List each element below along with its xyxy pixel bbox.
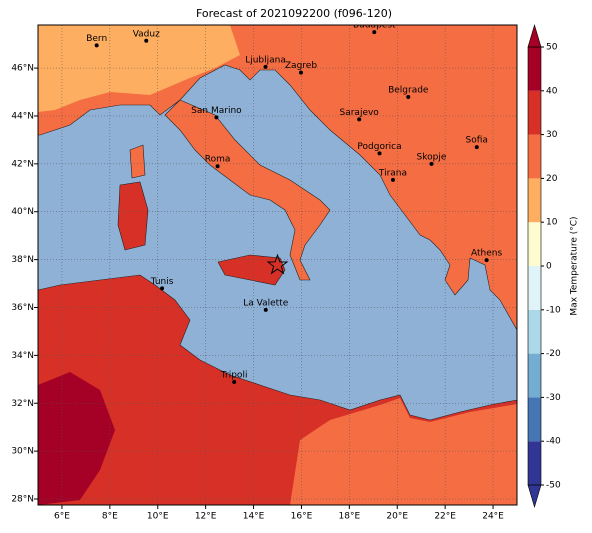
city-label: Podgorica [357, 142, 401, 152]
colorbar-tick-label: -40 [546, 437, 561, 447]
colorbar-tick-label: 40 [546, 86, 558, 96]
city-label: Budapest [353, 21, 396, 31]
x-tick-label: 22°E [434, 512, 456, 522]
y-tick-label: 28°N [11, 495, 34, 505]
x-tick-label: 8°E [102, 512, 118, 522]
city-dot [263, 64, 268, 69]
city-dot [390, 177, 395, 182]
city-label: Sofia [466, 136, 488, 146]
colorbar-tick-label: 20 [546, 174, 558, 184]
colorbar-band [528, 397, 541, 442]
city-label: Tirana [378, 168, 407, 178]
y-tick-label: 36°N [11, 303, 34, 313]
colorbar-band [528, 309, 541, 354]
colorbar-band [528, 222, 541, 266]
x-tick-label: 6°E [54, 512, 70, 522]
alps-patch [38, 25, 240, 112]
city-label: La Valette [243, 298, 288, 308]
corsica [129, 144, 146, 179]
city-dot [232, 379, 237, 384]
europe-land [38, 25, 517, 331]
city-label: Athens [471, 249, 502, 259]
y-tick-label: 32°N [11, 399, 34, 409]
colorbar-tick-label: -10 [546, 305, 561, 315]
city-label: Belgrade [388, 86, 429, 96]
city-dot [214, 115, 219, 120]
y-tick-label: 40°N [11, 207, 34, 217]
y-tick-label: 44°N [11, 111, 34, 121]
city-label: Vaduz [133, 29, 160, 39]
colorbar-band [528, 353, 541, 398]
colorbar-tick-label: -30 [546, 393, 561, 403]
city-label: Zagreb [285, 61, 317, 71]
city-dot [94, 43, 99, 48]
city-dot [357, 117, 362, 122]
colorbar-band [528, 47, 541, 91]
italy [164, 99, 331, 281]
city-label: Skopje [417, 152, 447, 162]
city-dot [263, 307, 268, 312]
colorbar-tick-label: -20 [546, 349, 561, 359]
colorbar: -50 -40 -30 -20 -10 0 10 20 30 40 50 [527, 23, 561, 509]
city-dot [406, 95, 411, 100]
colorbar-tick-label: 10 [546, 218, 558, 228]
city-dot [484, 258, 489, 263]
location-marker [266, 253, 289, 275]
y-tick-label: 46°N [11, 64, 34, 74]
africa-warm-patch [290, 398, 517, 505]
colorbar-tick-label: 30 [546, 130, 558, 140]
city-label: Bern [86, 34, 107, 44]
city-label: San Marino [191, 106, 242, 116]
colorbar-band [528, 441, 541, 485]
city-label: Tunis [150, 277, 174, 287]
x-tick-label: 18°E [339, 512, 361, 522]
x-tick-label: 24°E [482, 512, 504, 522]
colorbar-tick-label: -50 [546, 481, 561, 491]
colorbar-band [528, 178, 541, 223]
y-tick-label: 42°N [11, 159, 34, 169]
map-frame [37, 24, 518, 506]
city-dot [377, 151, 382, 156]
colorbar-extend-bottom [527, 484, 542, 509]
y-tick-label: 34°N [11, 351, 34, 361]
city-label: Ljubljana [245, 55, 286, 65]
x-tick-label: 14°E [243, 512, 265, 522]
colorbar-band [528, 90, 541, 135]
city-dot [144, 38, 149, 43]
sardinia [117, 181, 149, 251]
map-title: Forecast of 2021092200 (f096-120) [196, 7, 392, 20]
colorbar-band [528, 266, 541, 310]
city-dot [298, 70, 303, 75]
city-dot [372, 30, 377, 35]
grid [38, 25, 517, 505]
city-label: Roma [205, 155, 231, 165]
axes: 6°E 8°E 10°E 12°E 14°E 16°E 18°E 20°E 22°E 24°E 28… [11, 64, 504, 522]
x-tick-label: 20°E [386, 512, 408, 522]
colorbar-extend-top [527, 23, 542, 48]
city-label: Tripoli [220, 370, 248, 380]
city-dot [429, 161, 434, 166]
africa-hot-patch [38, 372, 115, 505]
colorbar-tick-label: 0 [546, 262, 552, 272]
colorbar-band [528, 134, 541, 179]
city-label: Sarajevo [340, 108, 380, 118]
colorbar-tick-label: 50 [546, 43, 558, 53]
city-dot [215, 164, 220, 169]
x-tick-label: 10°E [147, 512, 169, 522]
colorbar-label: Max Temperature (°C) [570, 216, 580, 315]
city-dot [160, 286, 165, 291]
x-tick-label: 16°E [291, 512, 313, 522]
y-tick-label: 38°N [11, 255, 34, 265]
city-dot [474, 145, 479, 150]
x-tick-label: 12°E [195, 512, 217, 522]
y-tick-label: 30°N [11, 447, 34, 457]
